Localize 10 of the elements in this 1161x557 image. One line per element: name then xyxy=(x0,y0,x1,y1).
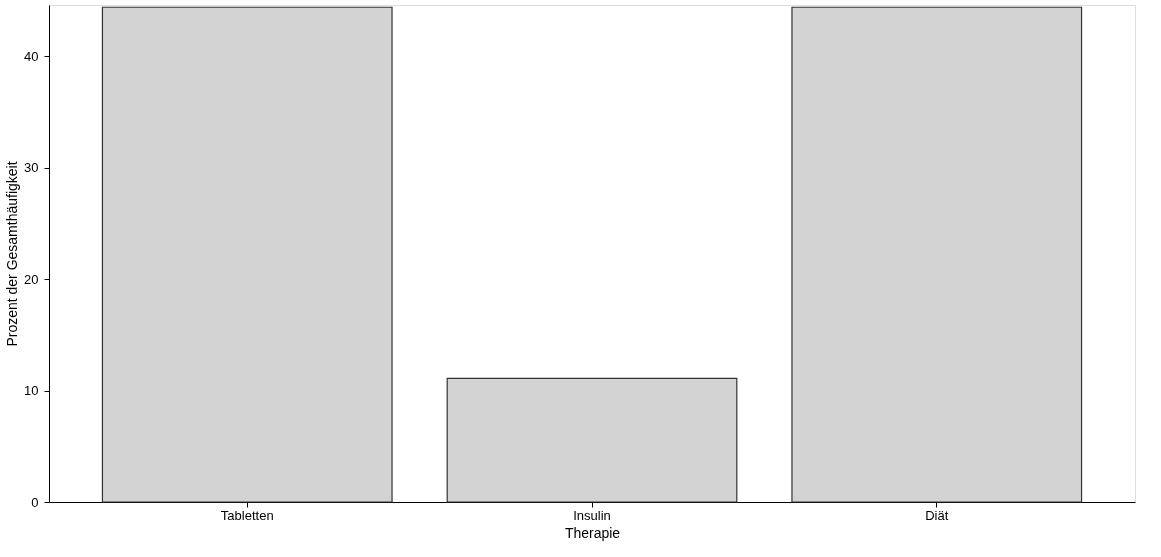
y-tick-label: 30 xyxy=(24,160,39,176)
y-tick-label: 0 xyxy=(31,494,39,510)
y-axis-title: Prozent der Gesamthäufigkeit xyxy=(4,161,21,347)
y-tick-label: 40 xyxy=(24,48,39,64)
x-tick-label: Diät xyxy=(925,507,949,523)
x-tick-label: Tabletten xyxy=(220,507,274,523)
y-tick-label: 10 xyxy=(24,383,39,399)
y-tick-label: 20 xyxy=(24,271,39,287)
x-tick-label: Insulin xyxy=(573,507,611,523)
x-axis-title: Therapie xyxy=(564,524,621,541)
